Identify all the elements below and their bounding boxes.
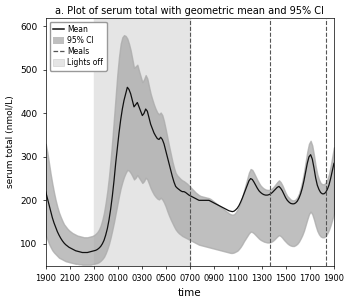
Legend: Mean, 95% CI, Meals, Lights off: Mean, 95% CI, Meals, Lights off [49, 22, 107, 71]
Y-axis label: serum total (nmol/L): serum total (nmol/L) [6, 95, 15, 188]
Bar [94, 18, 190, 266]
Title: a. Plot of serum total with geometric mean and 95% CI: a. Plot of serum total with geometric me… [55, 5, 324, 16]
X-axis label: time: time [178, 288, 202, 299]
